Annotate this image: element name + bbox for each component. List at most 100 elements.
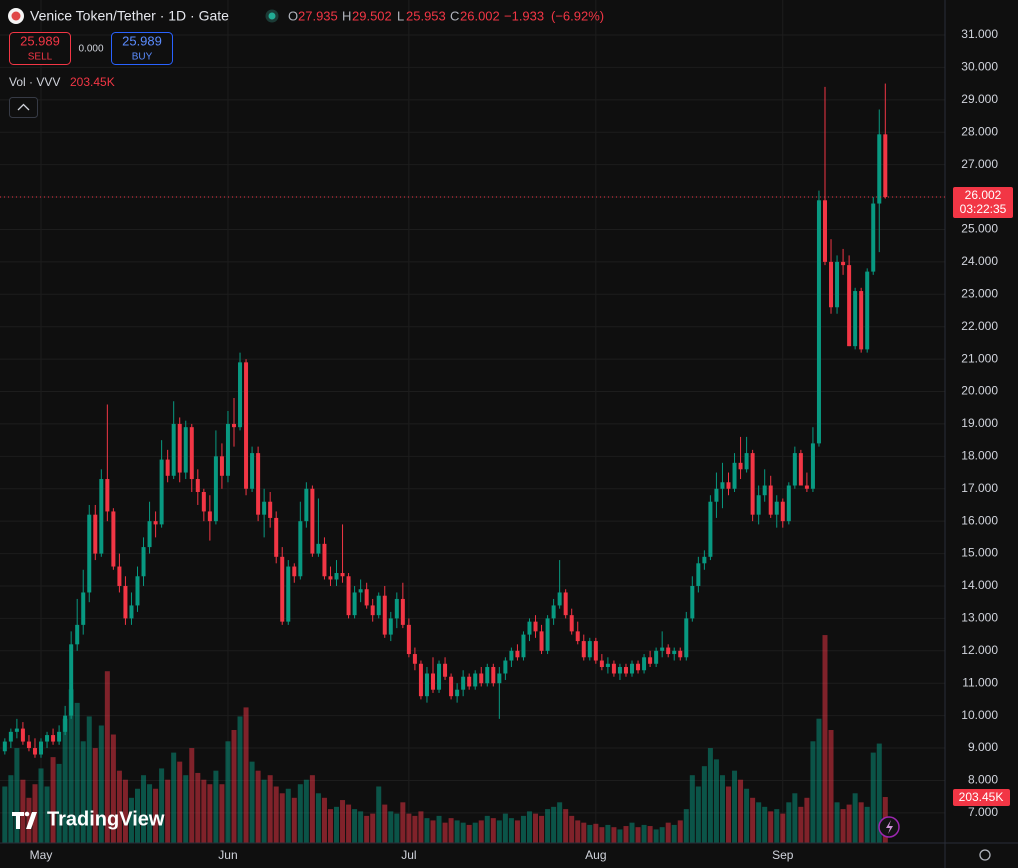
candle-body <box>328 576 333 580</box>
lightning-icon <box>886 820 893 834</box>
volume-bar <box>388 811 394 843</box>
volume-bar <box>508 818 514 843</box>
volume-bar <box>707 748 713 843</box>
x-tick-label: Sep <box>772 848 794 862</box>
candle-body <box>376 595 381 616</box>
volume-bar <box>581 822 587 843</box>
volume-bar <box>635 827 641 843</box>
volume-bar <box>545 809 551 843</box>
candle-body <box>642 657 647 671</box>
volume-bar <box>713 759 719 843</box>
candle-body <box>569 615 574 632</box>
volume-bar <box>334 806 340 843</box>
candle-body <box>708 501 713 557</box>
candle-body <box>165 459 170 476</box>
volume-bar <box>605 824 611 843</box>
volume-bar <box>569 815 575 843</box>
volume-bar <box>340 800 346 843</box>
volume-bar <box>153 788 159 843</box>
volume-bar <box>846 804 852 843</box>
candle-body <box>545 618 550 651</box>
volume-bar <box>780 813 786 843</box>
price-label-box <box>953 186 1013 218</box>
volume-bar <box>864 806 870 843</box>
candle-body <box>756 495 761 515</box>
volume-bar <box>496 820 502 843</box>
candle-body <box>14 728 19 732</box>
candle-body <box>424 673 429 697</box>
volume-bar <box>74 702 80 843</box>
volume-bar <box>159 768 165 843</box>
candle-body <box>865 271 870 350</box>
volume-bar <box>599 827 605 843</box>
candle-body <box>587 641 592 658</box>
candle-body <box>847 265 852 347</box>
ohlc-value: 29.502 <box>352 8 392 23</box>
volume-bar <box>726 786 732 843</box>
symbol-title[interactable]: Venice Token/Tether · 1D · Gate <box>30 8 229 24</box>
candle-body <box>111 511 116 567</box>
volume-bar <box>870 752 876 843</box>
axes: 7.000 8.000 9.000 10.000 11.000 12.000 13.000 1… <box>0 27 1013 862</box>
volume-bar <box>750 797 756 843</box>
candle-body <box>171 423 176 476</box>
candle-body <box>762 485 767 496</box>
candle-body <box>774 501 779 515</box>
y-tick-label: 23.000 <box>961 286 998 300</box>
candle-body <box>129 605 134 619</box>
candle-body <box>364 589 369 606</box>
candle-body <box>798 453 803 486</box>
x-tick-label: Jun <box>218 848 237 862</box>
sell-button[interactable] <box>9 32 71 65</box>
volume-bar <box>56 763 62 843</box>
volume-bar <box>557 802 563 843</box>
tv-logo-mark <box>12 812 37 829</box>
buy-price: 25.989 <box>122 33 162 48</box>
volume-bar <box>98 725 104 843</box>
candle-body <box>539 631 544 651</box>
volume-bar <box>364 815 370 843</box>
candle-body <box>792 453 797 486</box>
volume-bar <box>876 743 882 843</box>
candle-body <box>183 427 188 473</box>
candle-body <box>557 592 562 606</box>
volume-bar <box>430 820 436 843</box>
candle-body <box>666 647 671 655</box>
volume-bar <box>786 802 792 843</box>
volume-bar <box>122 779 128 843</box>
y-tick-label: 7.000 <box>968 805 998 819</box>
candle-body <box>286 566 291 622</box>
candle-body <box>340 573 345 577</box>
candles <box>2 83 888 758</box>
buy-button[interactable] <box>111 32 173 65</box>
candle-body <box>346 576 351 616</box>
volume-bar <box>171 752 177 843</box>
volume-bar <box>816 718 822 843</box>
candle-body <box>479 673 484 684</box>
volume-bar <box>134 788 140 843</box>
candle-body <box>654 650 659 664</box>
candle-body <box>599 660 604 668</box>
volume-bar <box>394 813 400 843</box>
candle-body <box>527 621 532 635</box>
candle-body <box>593 641 598 661</box>
settings-button[interactable] <box>979 849 991 861</box>
volume-bar <box>327 809 333 843</box>
volume-bar <box>617 829 623 843</box>
volume-bar <box>514 820 520 843</box>
volume-bar <box>798 806 804 843</box>
volume-bar <box>526 811 532 843</box>
volume-bar <box>279 793 285 843</box>
candle-body <box>648 657 653 664</box>
candle-body <box>835 261 840 308</box>
volume-label: 203.45K <box>959 790 1004 804</box>
volume-bar <box>659 827 665 843</box>
y-tick-label: 24.000 <box>961 254 998 268</box>
volume-bar <box>478 820 484 843</box>
candle-body <box>57 731 62 742</box>
collapse-button[interactable] <box>9 97 38 118</box>
volume-bar <box>689 775 695 843</box>
candle-body <box>738 462 743 470</box>
volume-bar <box>436 815 442 843</box>
candle-body <box>877 134 882 204</box>
